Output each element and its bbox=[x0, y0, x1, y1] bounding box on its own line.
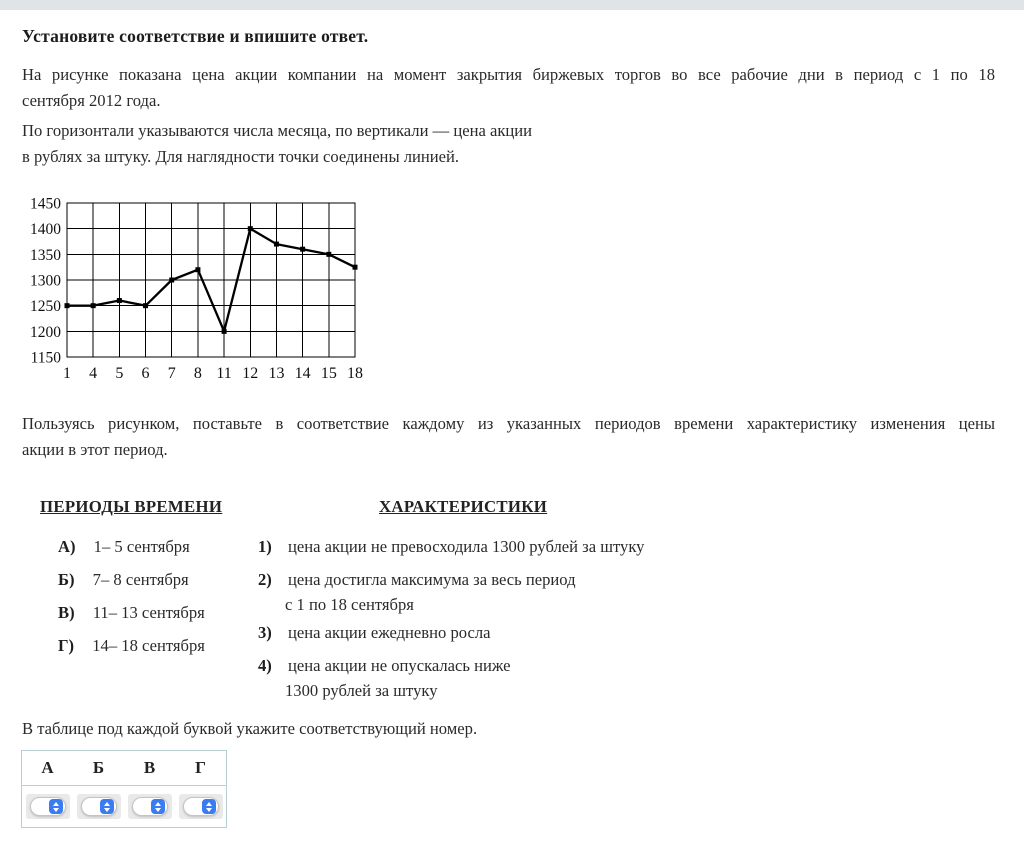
price-series-line bbox=[67, 227, 356, 333]
characteristic-row: 4) цена акции не опускалась ниже 1300 ру… bbox=[258, 653, 511, 703]
intro-line-2: сентября 2012 года. bbox=[22, 91, 161, 110]
select-stepper-icon bbox=[99, 799, 114, 814]
answer-col-g: Г bbox=[195, 758, 206, 777]
answer-table: А Б В Г bbox=[21, 750, 227, 828]
answer-table-header: А Б В Г bbox=[22, 751, 226, 786]
x-tick-label: 7 bbox=[168, 365, 176, 382]
intro-line-1: На рисунке показана цена акции компании … bbox=[22, 65, 995, 84]
answer-select-g[interactable] bbox=[178, 794, 223, 819]
x-tick-label: 11 bbox=[216, 365, 231, 382]
characteristic-row: 3) цена акции ежедневно росла bbox=[258, 620, 490, 645]
y-tick-label: 1200 bbox=[30, 324, 61, 341]
characteristic-row: 1) цена акции не превосходила 1300 рубле… bbox=[258, 534, 644, 559]
data-point-marker bbox=[300, 246, 306, 252]
x-tick-label: 12 bbox=[242, 365, 258, 382]
select-stepper-icon bbox=[48, 799, 63, 814]
data-point-marker bbox=[195, 267, 201, 273]
data-point-marker bbox=[221, 328, 227, 334]
page-top-strip bbox=[0, 0, 1024, 10]
period-row: В) 11– 13 сентября bbox=[58, 600, 205, 625]
characteristic-num: 3) bbox=[258, 623, 272, 642]
data-point-marker bbox=[143, 303, 149, 309]
period-row: А) 1– 5 сентября bbox=[58, 534, 190, 559]
answer-select-v[interactable] bbox=[127, 794, 172, 819]
period-key: Б) bbox=[58, 570, 75, 589]
characteristic-num: 2) bbox=[258, 570, 272, 589]
characteristics-header: ХАРАКТЕРИСТИКИ bbox=[379, 497, 548, 516]
period-row: Г) 14– 18 сентября bbox=[58, 633, 205, 658]
periods-header: ПЕРИОДЫ ВРЕМЕНИ bbox=[40, 497, 223, 516]
instruction-line-2: акции в этот период. bbox=[22, 440, 168, 459]
characteristic-text-line2: с 1 по 18 сентября bbox=[285, 595, 414, 614]
y-tick-label: 1450 bbox=[30, 196, 61, 213]
answer-prompt: В таблице под каждой буквой укажите соот… bbox=[22, 719, 478, 738]
answer-col-b: Б bbox=[92, 758, 105, 777]
x-tick-label: 6 bbox=[142, 365, 150, 382]
data-point-marker bbox=[326, 251, 332, 257]
x-tick-label: 1 bbox=[63, 365, 71, 382]
answer-select-a[interactable] bbox=[25, 794, 70, 819]
axes-description-paragraph: По горизонтали указываются числа месяца,… bbox=[22, 118, 995, 170]
question-title: Установите соответствие и впишите ответ. bbox=[22, 26, 369, 46]
period-label: 11– 13 сентября bbox=[92, 603, 205, 622]
instruction-line-1: Пользуясь рисунком, поставьте в соответс… bbox=[22, 414, 995, 433]
data-point-marker bbox=[247, 226, 253, 232]
y-tick-label: 1300 bbox=[30, 273, 61, 290]
plot-frame bbox=[66, 202, 356, 358]
period-key: Г) bbox=[58, 636, 75, 655]
axes-line-1: По горизонтали указываются числа месяца,… bbox=[22, 121, 533, 140]
answer-table-row bbox=[22, 786, 226, 827]
price-chart: 1450 1400 1350 1300 1250 1200 1150 1 4 5 6 7 8 11 12 13… bbox=[20, 194, 390, 399]
x-tick-label: 5 bbox=[115, 365, 123, 382]
period-label: 7– 8 сентября bbox=[92, 570, 189, 589]
characteristic-text: цена достигла максимума за весь период bbox=[287, 570, 576, 589]
characteristic-text: цена акции не превосходила 1300 рублей з… bbox=[287, 537, 645, 556]
y-tick-label: 1350 bbox=[30, 247, 61, 264]
data-point-marker bbox=[116, 298, 122, 304]
characteristic-num: 1) bbox=[258, 537, 272, 556]
period-key: А) bbox=[58, 537, 76, 556]
period-label: 14– 18 сентября bbox=[92, 636, 205, 655]
data-point-marker bbox=[90, 303, 96, 309]
select-stepper-icon bbox=[201, 799, 216, 814]
data-point-marker bbox=[64, 303, 70, 309]
characteristic-num: 4) bbox=[258, 656, 272, 675]
x-tick-label: 18 bbox=[347, 365, 363, 382]
axes-line-2: в рублях за штуку. Для наглядности точки… bbox=[22, 147, 460, 166]
data-point-marker bbox=[169, 277, 175, 283]
select-stepper-icon bbox=[150, 799, 165, 814]
instruction-paragraph: Пользуясь рисунком, поставьте в соответс… bbox=[22, 411, 995, 463]
x-tick-label: 14 bbox=[295, 365, 311, 382]
y-tick-label: 1150 bbox=[31, 350, 62, 367]
x-tick-label: 13 bbox=[268, 365, 284, 382]
answer-col-v: В bbox=[143, 758, 156, 777]
characteristic-text-line2: 1300 рублей за штуку bbox=[285, 681, 438, 700]
y-tick-label: 1400 bbox=[30, 221, 61, 238]
data-point-marker bbox=[352, 264, 358, 270]
answer-col-a: А bbox=[41, 758, 54, 777]
characteristic-text: цена акции ежедневно росла bbox=[287, 623, 491, 642]
x-tick-label: 8 bbox=[194, 365, 202, 382]
period-label: 1– 5 сентября bbox=[93, 537, 190, 556]
x-tick-label: 4 bbox=[89, 365, 97, 382]
period-key: В) bbox=[58, 603, 75, 622]
characteristic-text: цена акции не опускалась ниже bbox=[287, 656, 511, 675]
characteristic-row: 2) цена достигла максимума за весь перио… bbox=[258, 567, 576, 617]
intro-paragraph: На рисунке показана цена акции компании … bbox=[22, 62, 995, 114]
data-point-marker bbox=[273, 241, 279, 247]
period-row: Б) 7– 8 сентября bbox=[58, 567, 189, 592]
y-tick-label: 1250 bbox=[30, 298, 61, 315]
x-tick-label: 15 bbox=[321, 365, 337, 382]
answer-select-b[interactable] bbox=[76, 794, 121, 819]
